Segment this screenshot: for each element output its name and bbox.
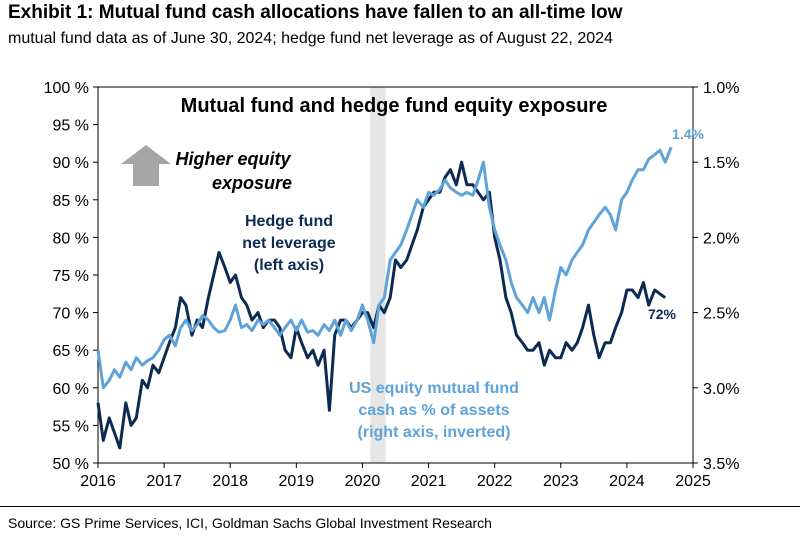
mutual-label-line2: cash as % of assets: [358, 402, 509, 419]
arrow-text-line2: exposure: [212, 173, 292, 193]
y-right-tick-label: 2.0%: [703, 230, 739, 247]
mutual-label-line1: US equity mutual fund: [349, 380, 519, 397]
y-left-tick-label: 80 %: [53, 230, 89, 247]
x-tick-label: 2023: [543, 473, 579, 490]
y-left-tick-label: 60 %: [53, 381, 89, 398]
hedge-label-line1: Hedge fund: [245, 213, 333, 230]
exhibit-title: Exhibit 1: Mutual fund cash allocations …: [8, 2, 623, 23]
mutual-last-value-label: 1.4%: [672, 126, 704, 142]
y-right-tick-label: 3.0%: [703, 381, 739, 398]
y-left-tick-label: 65 %: [53, 343, 89, 360]
hedge-fund-leverage-line: [96, 160, 667, 450]
footer-divider: [0, 506, 800, 507]
band-layer: [370, 87, 386, 463]
x-tick-label: 2019: [279, 473, 315, 490]
y-left-tick-label: 100 %: [44, 80, 89, 97]
y-left-tick-label: 95 %: [53, 118, 89, 135]
x-tick-label: 2025: [675, 473, 711, 490]
hedge-label-line3: (left axis): [254, 257, 324, 274]
mutual-fund-cash-line: [96, 146, 673, 390]
axis-layer: 100 % 95 % 90 % 85 % 80 % 75 % 70 % 65 % 60 % 55 …: [44, 80, 740, 490]
exhibit-subtitle: mutual fund data as of June 30, 2024; he…: [8, 30, 613, 47]
y-left-tick-label: 75 %: [53, 268, 89, 285]
source-note: Source: GS Prime Services, ICI, Goldman …: [8, 515, 492, 531]
x-tick-label: 2024: [609, 473, 645, 490]
y-left-tick-label: 85 %: [53, 193, 89, 210]
x-tick-label: 2020: [345, 473, 381, 490]
hedge-label-line2: net leverage: [242, 235, 335, 252]
y-right-tick-label: 3.5%: [703, 456, 739, 473]
x-tick-label: 2016: [80, 473, 116, 490]
y-right-tick-label: 1.5%: [703, 155, 739, 172]
x-tick-label: 2018: [212, 473, 248, 490]
series-layer: [96, 146, 673, 450]
y-left-tick-label: 70 %: [53, 306, 89, 323]
hedge-last-value-label: 72%: [648, 306, 677, 322]
higher-exposure-arrow-icon: [121, 145, 171, 186]
y-right-tick-label: 2.5%: [703, 306, 739, 323]
recession-shaded-band: [370, 87, 386, 463]
chart-title: Mutual fund and hedge fund equity exposu…: [181, 95, 608, 117]
y-left-tick-label: 55 %: [53, 418, 89, 435]
x-tick-label: 2021: [411, 473, 447, 490]
mutual-label-line3: (right axis, inverted): [358, 424, 511, 441]
y-left-tick-label: 50 %: [53, 456, 89, 473]
y-right-tick-label: 1.0%: [703, 80, 739, 97]
y-left-tick-label: 90 %: [53, 155, 89, 172]
x-tick-label: 2022: [477, 473, 513, 490]
arrow-text-line1: Higher equity: [175, 149, 291, 169]
x-tick-label: 2017: [146, 473, 182, 490]
